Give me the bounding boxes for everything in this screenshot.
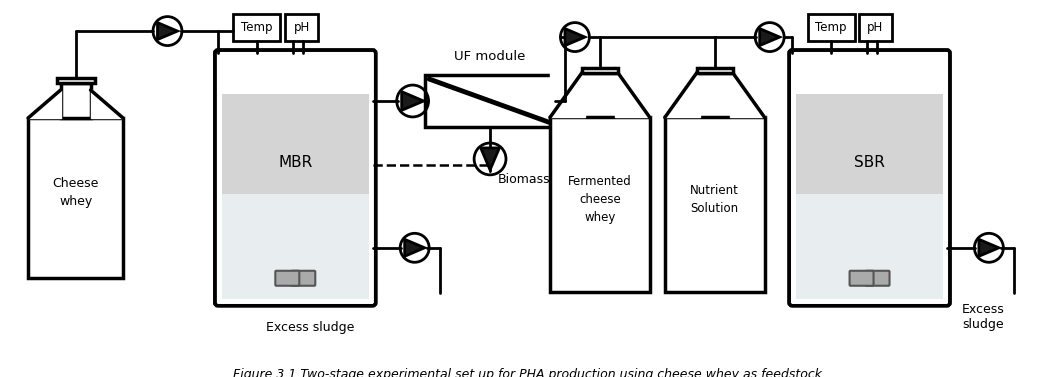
Bar [233,14,281,41]
FancyBboxPatch shape [291,271,315,286]
Text: Excess sludge: Excess sludge [266,321,354,334]
Bar [696,67,733,72]
Text: Nutrient
Solution: Nutrient Solution [690,184,740,215]
Text: MBR: MBR [279,155,312,170]
Bar [60,83,91,118]
Bar [285,14,319,41]
Polygon shape [91,90,123,118]
FancyBboxPatch shape [275,271,300,286]
Polygon shape [564,29,584,46]
Polygon shape [730,69,765,118]
FancyBboxPatch shape [849,271,874,286]
FancyBboxPatch shape [865,271,889,286]
Bar [859,14,891,41]
Bar [584,69,615,72]
Polygon shape [28,90,60,118]
Bar [222,194,368,299]
Bar [582,67,618,72]
FancyBboxPatch shape [789,50,950,306]
Polygon shape [157,23,177,40]
Bar [550,118,650,292]
Text: SBR: SBR [855,155,885,170]
Text: Excess
sludge: Excess sludge [962,303,1004,331]
Bar [665,118,765,292]
Bar [28,118,123,278]
Polygon shape [405,239,424,256]
Text: UF module: UF module [455,50,525,63]
Bar [57,78,95,83]
Bar [222,94,368,194]
Bar [797,94,943,194]
Text: Biomass: Biomass [498,173,551,186]
Text: Fermented
cheese
whey: Fermented cheese whey [568,175,632,224]
Bar [699,69,730,72]
Polygon shape [550,69,584,118]
Text: Figure 3.1 Two-stage experimental set up for PHA production using cheese whey as: Figure 3.1 Two-stage experimental set up… [233,368,822,377]
Text: Temp: Temp [816,21,847,34]
Text: pH: pH [867,21,883,34]
Polygon shape [481,148,499,170]
Bar [797,194,943,299]
Text: pH: pH [293,21,310,34]
Polygon shape [615,69,650,118]
Polygon shape [760,29,780,46]
Polygon shape [402,92,424,110]
Bar [425,75,555,127]
Polygon shape [979,239,999,256]
Polygon shape [665,69,699,118]
Text: Cheese
whey: Cheese whey [53,177,99,208]
Text: Temp: Temp [242,21,272,34]
FancyBboxPatch shape [215,50,376,306]
Bar [808,14,855,41]
